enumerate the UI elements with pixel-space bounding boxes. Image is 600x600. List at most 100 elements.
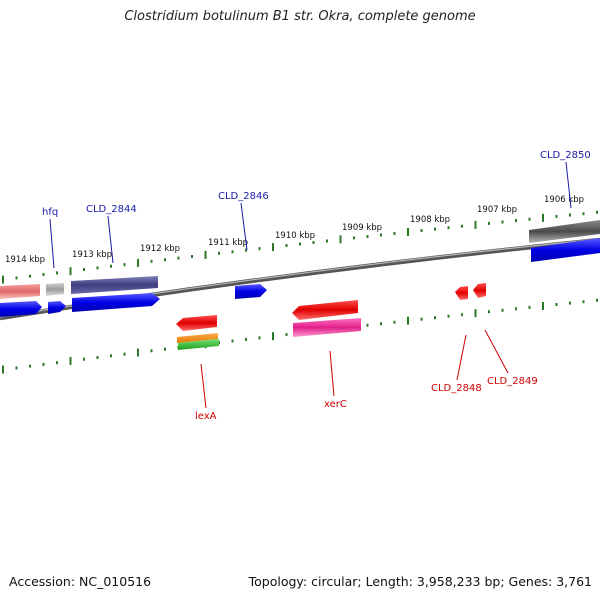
- minor-tick: [42, 362, 45, 366]
- minor-tick: [164, 258, 166, 262]
- minor-tick: [596, 210, 598, 214]
- gene-label-cld2846: CLD_2846: [218, 191, 269, 202]
- minor-tick: [96, 356, 99, 359]
- gene-label-cld2844: CLD_2844: [86, 204, 137, 215]
- leader-cld2844: [107, 215, 114, 264]
- minor-tick: [285, 244, 288, 247]
- minor-tick: [528, 217, 531, 221]
- gene-arrow-blue-3: [72, 293, 160, 312]
- minor-tick: [515, 219, 517, 223]
- scale-label-1908: 1908 kbp: [410, 215, 450, 225]
- gene-arrow-cld2848: [455, 286, 468, 300]
- scale-label-1907: 1907 kbp: [477, 205, 517, 215]
- gene-arrow-blue-5: [531, 238, 600, 262]
- minor-tick: [488, 310, 490, 314]
- leader-cld2850: [565, 161, 572, 209]
- minor-tick: [366, 323, 369, 327]
- minor-tick: [461, 313, 463, 317]
- minor-tick: [123, 352, 126, 356]
- minor-tick: [285, 333, 288, 337]
- scale-label-1911: 1911 kbp: [208, 238, 248, 248]
- minor-tick: [353, 236, 355, 240]
- minor-tick: [83, 268, 85, 271]
- major-tick: [272, 332, 274, 341]
- gene-block-pink: [293, 318, 361, 337]
- minor-tick: [447, 226, 450, 230]
- minor-tick: [245, 337, 247, 341]
- leader-cld2848: [456, 334, 467, 381]
- minor-tick: [150, 259, 153, 263]
- scale-label-1914: 1914 kbp: [5, 255, 45, 265]
- minor-tick: [528, 305, 531, 309]
- major-tick: [474, 309, 477, 318]
- minor-tick: [380, 322, 382, 326]
- minor-tick: [258, 336, 261, 340]
- minor-tick: [515, 307, 517, 311]
- minor-tick: [164, 347, 166, 351]
- scale-label-1913: 1913 kbp: [72, 250, 112, 260]
- gene-arrow-cld2846: [235, 284, 267, 299]
- gene-arrow-hfq: [48, 301, 66, 314]
- minor-tick: [555, 303, 558, 306]
- major-tick: [204, 250, 207, 259]
- gene-block-green: [178, 339, 219, 350]
- minor-tick: [42, 273, 45, 276]
- minor-tick: [380, 233, 382, 237]
- gene-label-cld2848: CLD_2848: [431, 383, 482, 394]
- gene-block-salmon: [0, 284, 40, 299]
- minor-tick: [434, 316, 436, 320]
- gene-arrow-xerc: [292, 300, 358, 320]
- minor-tick: [29, 364, 31, 368]
- minor-tick: [299, 242, 301, 246]
- minor-tick: [150, 349, 153, 353]
- leader-cld2849: [484, 329, 509, 374]
- major-tick: [272, 243, 274, 252]
- major-tick: [339, 235, 342, 244]
- scale-label-1909: 1909 kbp: [342, 223, 382, 233]
- minor-tick: [123, 263, 126, 267]
- reverse-strand-genes: [176, 283, 486, 350]
- genome-title: Clostridium botulinum B1 str. Okra, comp…: [124, 9, 476, 24]
- major-tick: [137, 348, 139, 357]
- gene-label-hfq: hfq: [42, 207, 58, 218]
- gene-block-orange: [177, 333, 218, 343]
- major-tick: [542, 302, 544, 310]
- minor-tick: [231, 339, 234, 343]
- minor-tick: [177, 256, 180, 260]
- minor-tick: [393, 320, 396, 324]
- minor-tick: [29, 274, 31, 278]
- minor-tick: [110, 264, 112, 268]
- minor-tick: [56, 271, 58, 275]
- minor-tick: [501, 220, 504, 224]
- minor-tick: [245, 248, 247, 252]
- minor-tick: [83, 357, 85, 361]
- scale-label-1906: 1906 kbp: [544, 195, 584, 205]
- gene-label-cld2850: CLD_2850: [540, 150, 591, 161]
- major-tick: [69, 356, 72, 365]
- upper-tick-scale: [2, 210, 598, 284]
- gene-label-xerc: xerC: [324, 399, 347, 410]
- minor-tick: [15, 276, 18, 280]
- minor-tick: [191, 255, 193, 258]
- gene-label-lexa: lexA: [195, 411, 217, 422]
- major-tick: [2, 275, 4, 284]
- major-tick: [69, 267, 72, 276]
- minor-tick: [555, 214, 558, 218]
- minor-tick: [569, 213, 571, 217]
- gene-arrow-lexa: [176, 315, 217, 331]
- minor-tick: [461, 224, 463, 228]
- major-tick: [137, 258, 139, 267]
- minor-tick: [393, 232, 396, 235]
- scale-label-1912: 1912 kbp: [140, 244, 180, 254]
- minor-tick: [582, 300, 585, 304]
- gene-arrow-blue-1: [0, 301, 42, 317]
- minor-tick: [366, 235, 369, 238]
- minor-tick: [582, 212, 585, 216]
- leader-hfq: [49, 218, 55, 269]
- major-tick: [407, 316, 409, 325]
- minor-tick: [420, 229, 423, 233]
- minor-tick: [110, 354, 112, 358]
- leader-xerc: [329, 350, 335, 397]
- minor-tick: [569, 301, 571, 305]
- topology-text: Topology: circular; Length: 3,958,233 bp…: [248, 574, 592, 589]
